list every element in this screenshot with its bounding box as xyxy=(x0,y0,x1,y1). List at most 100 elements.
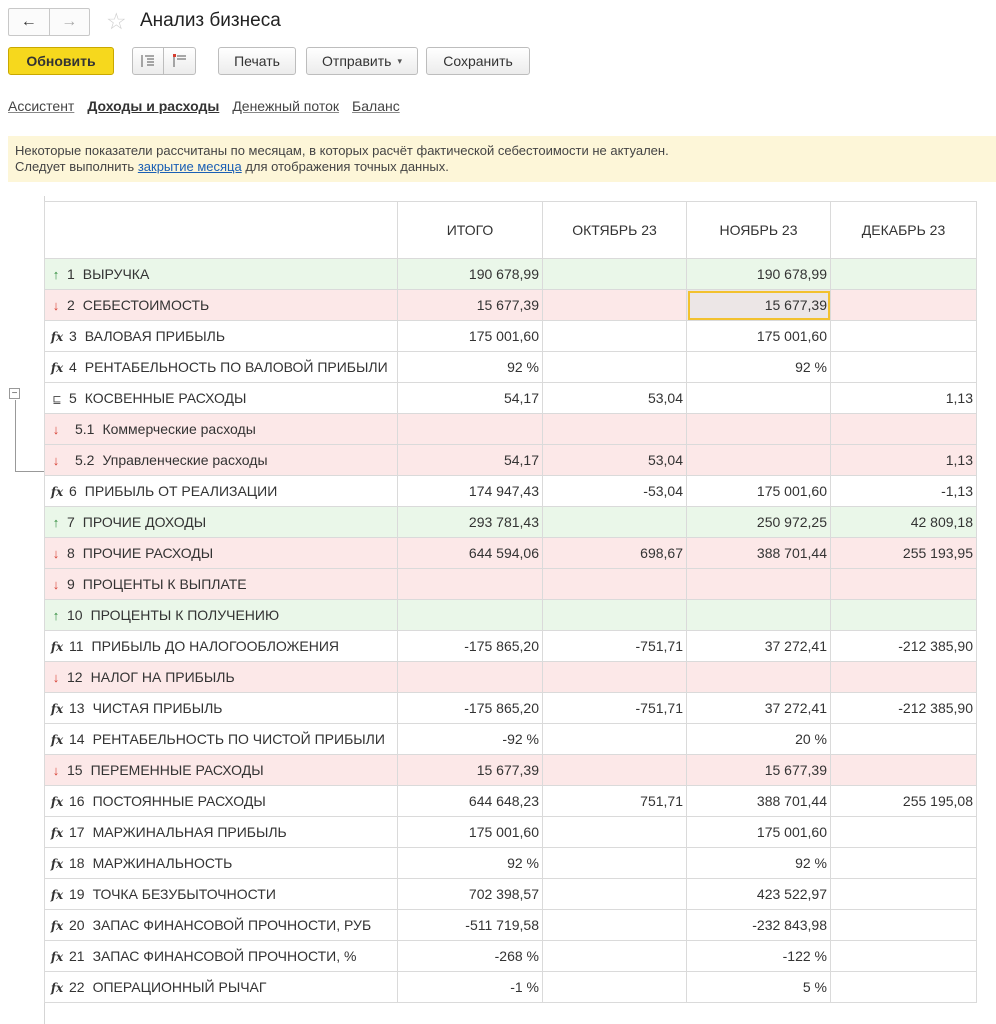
value-cell-oct[interactable] xyxy=(542,847,687,879)
value-cell-dec[interactable] xyxy=(830,723,977,755)
value-cell-nov[interactable]: 175 001,60 xyxy=(686,816,831,848)
indicator-cell[interactable]: fx 16 ПОСТОЯННЫЕ РАСХОДЫ xyxy=(44,785,398,817)
value-cell-total[interactable] xyxy=(397,568,543,600)
table-row[interactable]: ↓ 5.2 Управленческие расходы 54,17 53,04 1,13 xyxy=(44,444,977,476)
table-row[interactable]: ↓ 9 ПРОЦЕНТЫ К ВЫПЛАТЕ xyxy=(44,568,977,600)
value-cell-oct[interactable]: 53,04 xyxy=(542,444,687,476)
value-cell-nov[interactable] xyxy=(686,382,831,414)
table-row[interactable]: fx 17 МАРЖИНАЛЬНАЯ ПРИБЫЛЬ 175 001,60 175 00… xyxy=(44,816,977,848)
collapse-all-icon[interactable] xyxy=(164,47,196,75)
value-cell-total[interactable]: -92 % xyxy=(397,723,543,755)
column-header-december[interactable]: ДЕКАБРЬ 23 xyxy=(830,201,977,259)
value-cell-oct[interactable] xyxy=(542,413,687,445)
value-cell-oct[interactable]: -751,71 xyxy=(542,692,687,724)
table-row[interactable]: fx 16 ПОСТОЯННЫЕ РАСХОДЫ 644 648,23 751,71 38… xyxy=(44,785,977,817)
value-cell-total[interactable]: -511 719,58 xyxy=(397,909,543,941)
value-cell-nov[interactable]: 423 522,97 xyxy=(686,878,831,910)
indicator-cell[interactable]: ↓ 5.1 Коммерческие расходы xyxy=(44,413,398,445)
value-cell-total[interactable]: -175 865,20 xyxy=(397,630,543,662)
indicator-cell[interactable]: fx 19 ТОЧКА БЕЗУБЫТОЧНОСТИ xyxy=(44,878,398,910)
value-cell-total[interactable]: 175 001,60 xyxy=(397,816,543,848)
value-cell-oct[interactable] xyxy=(542,754,687,786)
value-cell-dec[interactable] xyxy=(830,258,977,290)
value-cell-total[interactable]: 702 398,57 xyxy=(397,878,543,910)
indicator-cell[interactable]: fx 3 ВАЛОВАЯ ПРИБЫЛЬ xyxy=(44,320,398,352)
column-header-october[interactable]: ОКТЯБРЬ 23 xyxy=(542,201,687,259)
table-row[interactable]: ↑ 7 ПРОЧИЕ ДОХОДЫ 293 781,43 250 972,25 42 80… xyxy=(44,506,977,538)
column-header-indicator[interactable] xyxy=(44,201,398,259)
value-cell-dec[interactable] xyxy=(830,940,977,972)
indicator-cell[interactable]: fx 21 ЗАПАС ФИНАНСОВОЙ ПРОЧНОСТИ, % xyxy=(44,940,398,972)
value-cell-oct[interactable] xyxy=(542,599,687,631)
table-row[interactable]: ↓ 5.1 Коммерческие расходы xyxy=(44,413,977,445)
value-cell-oct[interactable] xyxy=(542,816,687,848)
table-row[interactable]: ↓ 8 ПРОЧИЕ РАСХОДЫ 644 594,06 698,67 388 701,… xyxy=(44,537,977,569)
indicator-cell[interactable]: fx 11 ПРИБЫЛЬ ДО НАЛОГООБЛОЖЕНИЯ xyxy=(44,630,398,662)
value-cell-dec[interactable] xyxy=(830,320,977,352)
table-row[interactable]: ⊑ 5 КОСВЕННЫЕ РАСХОДЫ 54,17 53,04 1,13 xyxy=(44,382,977,414)
tab-income-expenses[interactable]: Доходы и расходы xyxy=(87,98,220,114)
value-cell-dec[interactable] xyxy=(830,413,977,445)
value-cell-nov[interactable]: 37 272,41 xyxy=(686,692,831,724)
value-cell-total[interactable]: 15 677,39 xyxy=(397,289,543,321)
indicator-cell[interactable]: fx 6 ПРИБЫЛЬ ОТ РЕАЛИЗАЦИИ xyxy=(44,475,398,507)
table-row[interactable]: fx 11 ПРИБЫЛЬ ДО НАЛОГООБЛОЖЕНИЯ -175 865,2… xyxy=(44,630,977,662)
value-cell-dec[interactable] xyxy=(830,351,977,383)
value-cell-oct[interactable]: 698,67 xyxy=(542,537,687,569)
tab-cash-flow[interactable]: Денежный поток xyxy=(232,98,340,114)
indicator-cell[interactable]: ↓ 8 ПРОЧИЕ РАСХОДЫ xyxy=(44,537,398,569)
table-row[interactable]: fx 4 РЕНТАБЕЛЬНОСТЬ ПО ВАЛОВОЙ ПРИБЫЛИ 92 %… xyxy=(44,351,977,383)
value-cell-total[interactable] xyxy=(397,661,543,693)
value-cell-nov[interactable]: 175 001,60 xyxy=(686,320,831,352)
indicator-cell[interactable]: ↓ 12 НАЛОГ НА ПРИБЫЛЬ xyxy=(44,661,398,693)
value-cell-oct[interactable]: -751,71 xyxy=(542,630,687,662)
value-cell-total[interactable] xyxy=(397,599,543,631)
value-cell-oct[interactable]: 53,04 xyxy=(542,382,687,414)
value-cell-oct[interactable] xyxy=(542,971,687,1003)
value-cell-dec[interactable] xyxy=(830,816,977,848)
value-cell-total[interactable]: 175 001,60 xyxy=(397,320,543,352)
value-cell-nov[interactable]: 190 678,99 xyxy=(686,258,831,290)
value-cell-nov[interactable]: -122 % xyxy=(686,940,831,972)
indicator-cell[interactable]: ↑ 10 ПРОЦЕНТЫ К ПОЛУЧЕНИЮ xyxy=(44,599,398,631)
collapse-group-icon[interactable]: − xyxy=(9,388,20,399)
value-cell-oct[interactable] xyxy=(542,320,687,352)
value-cell-nov[interactable]: 37 272,41 xyxy=(686,630,831,662)
indicator-cell[interactable]: ↓ 5.2 Управленческие расходы xyxy=(44,444,398,476)
value-cell-oct[interactable] xyxy=(542,661,687,693)
value-cell-nov[interactable]: 5 % xyxy=(686,971,831,1003)
value-cell-total[interactable]: 293 781,43 xyxy=(397,506,543,538)
indicator-cell[interactable]: ↑ 1 ВЫРУЧКА xyxy=(44,258,398,290)
value-cell-dec[interactable]: -1,13 xyxy=(830,475,977,507)
column-header-total[interactable]: ИТОГО xyxy=(397,201,543,259)
table-row[interactable]: fx 13 ЧИСТАЯ ПРИБЫЛЬ -175 865,20 -751,71 37 2… xyxy=(44,692,977,724)
value-cell-oct[interactable]: -53,04 xyxy=(542,475,687,507)
value-cell-nov[interactable]: 388 701,44 xyxy=(686,785,831,817)
value-cell-oct[interactable]: 751,71 xyxy=(542,785,687,817)
table-row[interactable]: ↑ 1 ВЫРУЧКА 190 678,99 190 678,99 xyxy=(44,258,977,290)
value-cell-total[interactable]: 15 677,39 xyxy=(397,754,543,786)
value-cell-oct[interactable] xyxy=(542,351,687,383)
table-row[interactable]: fx 19 ТОЧКА БЕЗУБЫТОЧНОСТИ 702 398,57 423 52… xyxy=(44,878,977,910)
table-row[interactable]: fx 21 ЗАПАС ФИНАНСОВОЙ ПРОЧНОСТИ, % -268 % -… xyxy=(44,940,977,972)
value-cell-total[interactable] xyxy=(397,413,543,445)
value-cell-total[interactable]: 92 % xyxy=(397,847,543,879)
indicator-cell[interactable]: ↓ 2 СЕБЕСТОИМОСТЬ xyxy=(44,289,398,321)
value-cell-dec[interactable]: 255 195,08 xyxy=(830,785,977,817)
tab-assistant[interactable]: Ассистент xyxy=(8,98,75,114)
value-cell-dec[interactable] xyxy=(830,289,977,321)
value-cell-nov[interactable]: 250 972,25 xyxy=(686,506,831,538)
value-cell-nov[interactable] xyxy=(686,413,831,445)
table-row[interactable]: fx 18 МАРЖИНАЛЬНОСТЬ 92 % 92 % xyxy=(44,847,977,879)
table-row[interactable]: ↑ 10 ПРОЦЕНТЫ К ПОЛУЧЕНИЮ xyxy=(44,599,977,631)
indicator-cell[interactable]: fx 18 МАРЖИНАЛЬНОСТЬ xyxy=(44,847,398,879)
value-cell-dec[interactable]: 255 193,95 xyxy=(830,537,977,569)
print-button[interactable]: Печать xyxy=(218,47,296,75)
forward-arrow-icon[interactable]: → xyxy=(48,9,90,35)
value-cell-oct[interactable] xyxy=(542,568,687,600)
value-cell-dec[interactable] xyxy=(830,599,977,631)
value-cell-total[interactable]: 92 % xyxy=(397,351,543,383)
indicator-cell[interactable]: fx 4 РЕНТАБЕЛЬНОСТЬ ПО ВАЛОВОЙ ПРИБЫЛИ xyxy=(44,351,398,383)
value-cell-total[interactable]: 54,17 xyxy=(397,444,543,476)
indicator-cell[interactable]: fx 22 ОПЕРАЦИОННЫЙ РЫЧАГ xyxy=(44,971,398,1003)
